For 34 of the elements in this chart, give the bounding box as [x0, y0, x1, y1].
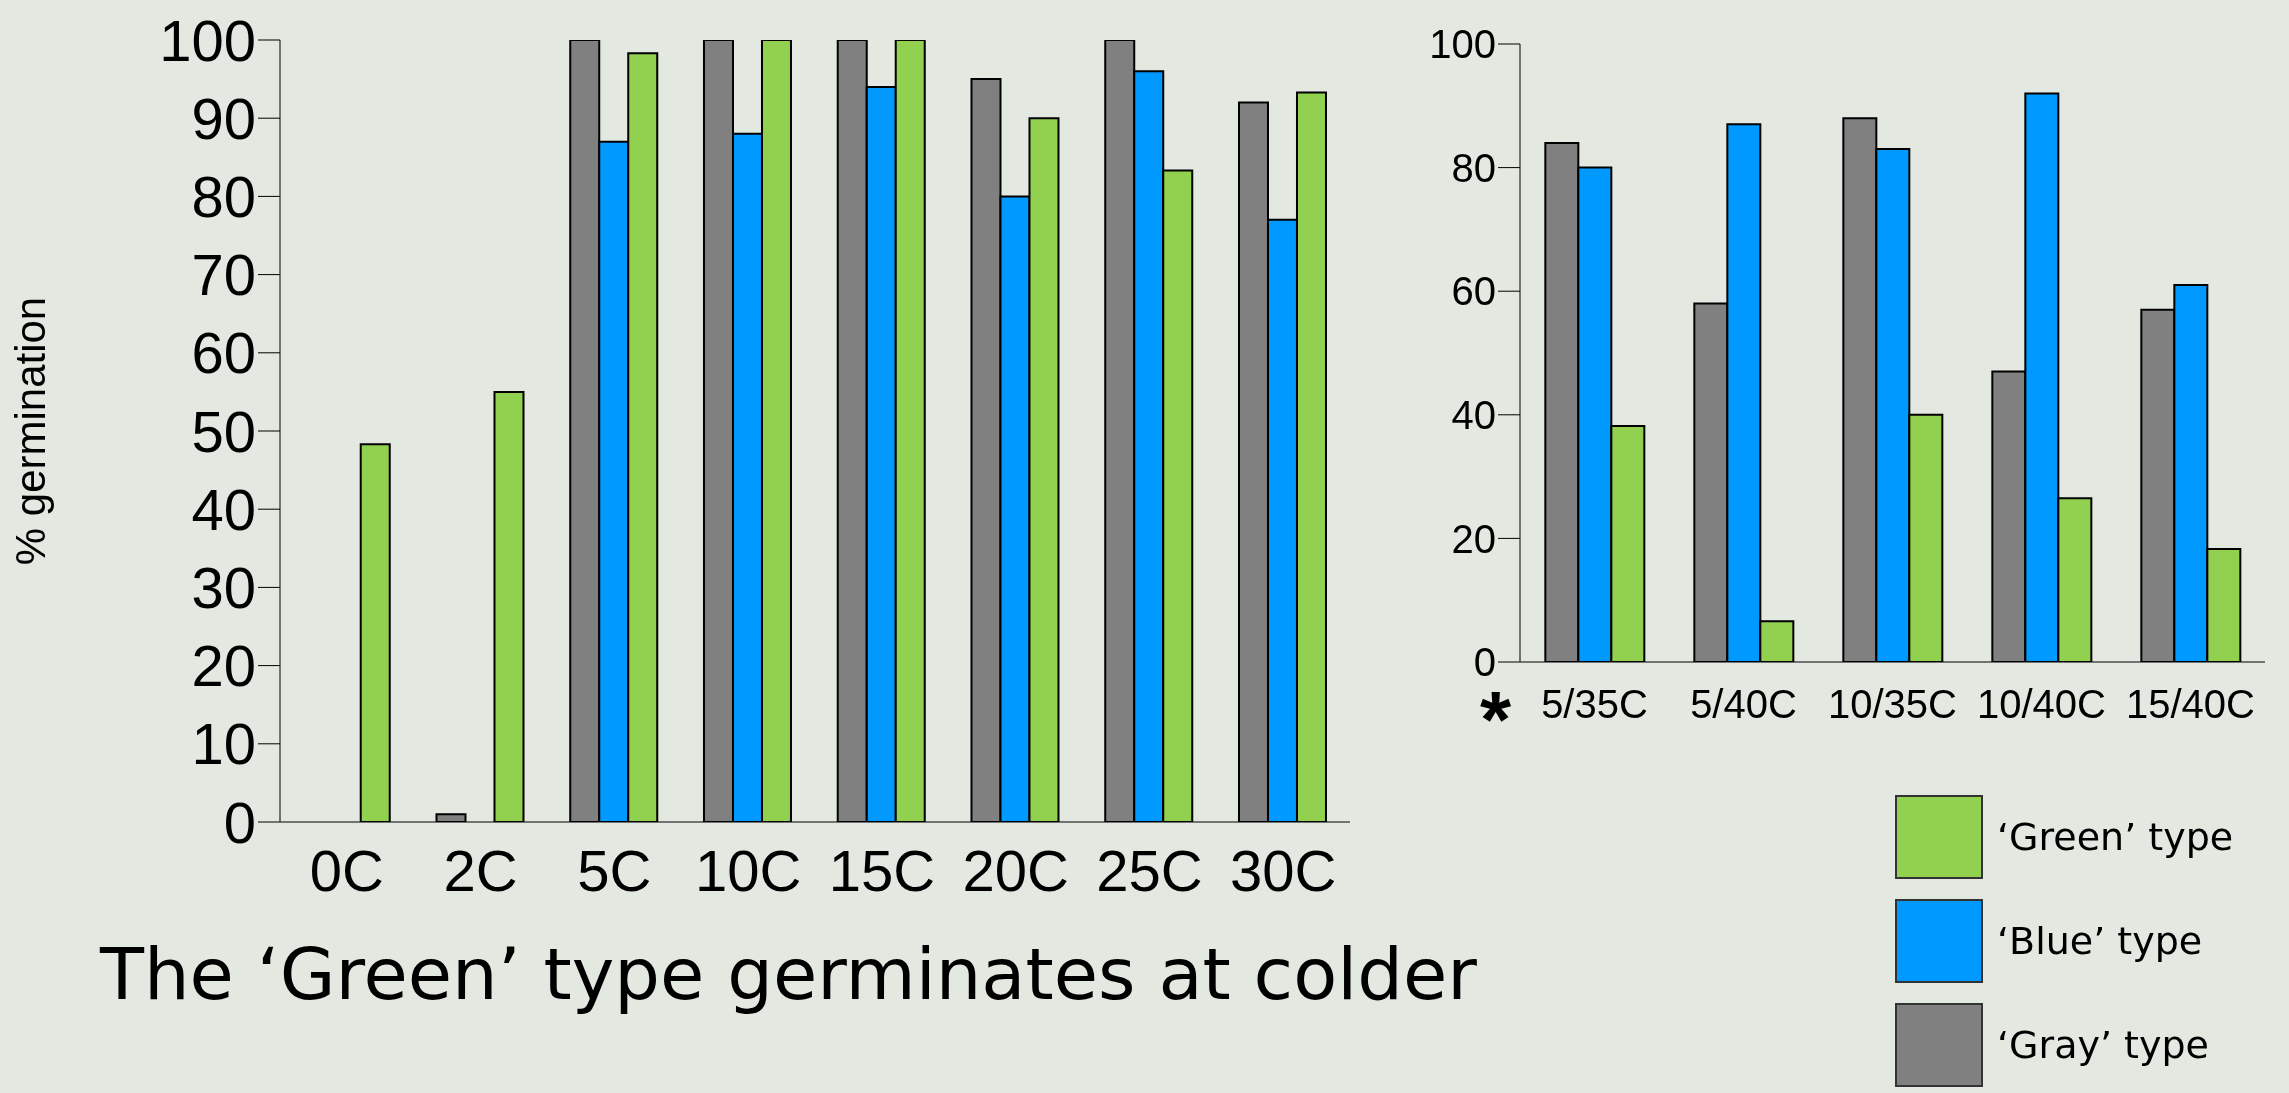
x-tick-label: 10/35C — [1828, 682, 1957, 727]
y-tick-label: 10 — [191, 711, 256, 777]
x-tick-label: 10/40C — [1977, 682, 2106, 727]
x-tick-label: 20C — [962, 838, 1069, 904]
legend-label: ‘Blue’ type — [1997, 919, 2203, 963]
y-tick-label: 100 — [159, 7, 256, 73]
x-tick-label: 5C — [577, 838, 652, 904]
y-tick-label: 80 — [191, 163, 256, 229]
y-tick-label: 30 — [191, 554, 256, 620]
x-tick-label: 2C — [443, 838, 518, 904]
x-tick-label: 30C — [1229, 838, 1337, 904]
y-tick-label: 40 — [191, 476, 256, 542]
x-tick-label: 25C — [1096, 838, 1203, 904]
y-tick-label: 50 — [191, 398, 256, 464]
x-tick-label: 15/40C — [2126, 682, 2255, 727]
y-tick-label: 20 — [1451, 516, 1496, 561]
x-tick-label: 5/35C — [1541, 682, 1648, 727]
y-axis-title: % germination — [6, 296, 54, 566]
y-tick-label: 80 — [1451, 145, 1496, 190]
y-tick-label: 70 — [191, 242, 256, 308]
legend-label: ‘Green’ type — [1997, 815, 2234, 859]
y-tick-label: 20 — [191, 633, 256, 699]
y-tick-label: 60 — [191, 320, 256, 386]
y-tick-label: 40 — [1451, 393, 1496, 437]
y-tick-label: 60 — [1451, 269, 1496, 314]
legend-label: ‘Gray’ type — [1997, 1023, 2209, 1067]
x-tick-label: 10C — [694, 838, 802, 904]
x-tick-label: 0C — [309, 838, 384, 904]
text: The ‘Green’ type germinates at colder — [100, 932, 1477, 1016]
y-tick-label: 0 — [223, 789, 256, 855]
x-tick-label: 5/40C — [1690, 682, 1797, 727]
y-tick-label: 90 — [191, 85, 256, 151]
y-tick-label: 100 — [1429, 22, 1496, 67]
x-tick-label: 15C — [828, 838, 936, 904]
